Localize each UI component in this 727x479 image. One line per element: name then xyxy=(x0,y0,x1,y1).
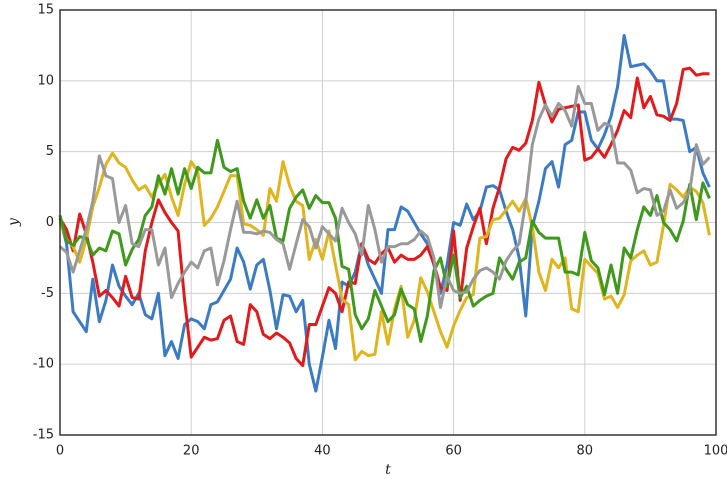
x-tick-label: 60 xyxy=(445,444,462,459)
x-tick-label: 40 xyxy=(314,444,331,459)
series-line xyxy=(58,34,711,393)
y-tick-label: 15 xyxy=(37,3,54,18)
plot-frame xyxy=(59,9,717,436)
y-tick-label: -15 xyxy=(33,428,54,443)
y-tick-label: -5 xyxy=(41,286,54,301)
series-line xyxy=(59,85,711,309)
x-tick-label: 80 xyxy=(577,444,594,459)
x-tick-label: 0 xyxy=(56,444,64,459)
x-axis-label: t xyxy=(385,462,391,478)
x-tick-label: 20 xyxy=(183,444,200,459)
y-tick-label: 5 xyxy=(46,144,54,159)
y-tick-label: 0 xyxy=(46,215,54,230)
x-tick-label: 100 xyxy=(704,444,727,459)
series-line xyxy=(58,138,711,343)
y-axis-label: y xyxy=(6,217,22,227)
y-tick-label: 10 xyxy=(37,73,54,88)
y-tick-label: -10 xyxy=(33,357,54,372)
